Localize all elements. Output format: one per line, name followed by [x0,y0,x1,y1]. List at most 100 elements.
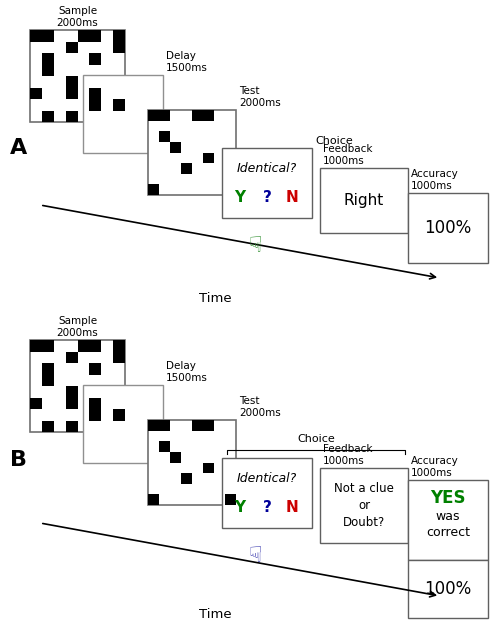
Bar [83,75,163,153]
Bar [408,560,488,618]
Bar [170,452,181,463]
Bar [203,152,214,163]
Bar [42,65,54,76]
Bar [225,494,236,505]
Text: Test
2000ms: Test 2000ms [239,87,281,108]
Bar [66,352,78,363]
Bar [42,110,54,122]
Bar [148,110,159,120]
Text: N: N [286,500,298,515]
Bar [159,420,170,431]
Text: Time: Time [199,292,231,305]
Text: 100%: 100% [424,219,472,237]
Text: YES: YES [430,489,466,507]
Text: N: N [286,191,298,206]
Bar [159,110,170,120]
Text: Not a clue
or
Doubt?: Not a clue or Doubt? [334,482,394,529]
Text: Sample
2000ms: Sample 2000ms [57,317,99,338]
Bar [42,53,54,65]
Bar [66,421,78,432]
Text: was
correct: was correct [426,510,470,539]
Text: Identical?: Identical? [237,472,297,485]
Text: Choice: Choice [315,136,353,146]
Bar [148,420,159,431]
Bar [89,30,101,41]
Bar [30,340,42,352]
Text: B: B [10,450,27,470]
Bar [148,420,236,505]
Bar [89,363,101,374]
Bar [192,110,203,120]
Bar [320,168,408,233]
Bar [66,110,78,122]
Bar [89,99,101,110]
Bar [222,148,312,218]
Text: Accuracy
1000ms: Accuracy 1000ms [411,456,459,478]
Bar [113,409,125,421]
Text: Identical?: Identical? [237,162,297,174]
Text: Sample
2000ms: Sample 2000ms [57,6,99,28]
Bar [203,110,214,120]
Bar [30,340,125,432]
Text: Choice: Choice [297,434,335,444]
Bar [203,463,214,473]
Bar [89,340,101,352]
Bar [30,398,42,409]
Bar [159,131,170,142]
Bar [89,409,101,421]
Text: Feedback
1000ms: Feedback 1000ms [323,445,373,466]
Bar [203,420,214,431]
Bar [42,340,54,352]
Bar [42,374,54,386]
Text: Delay
1500ms: Delay 1500ms [166,51,208,73]
Text: Y: Y [235,191,246,206]
Bar [30,30,125,122]
Bar [148,184,159,195]
Bar [113,41,125,53]
Bar [89,53,101,65]
Text: Time: Time [199,608,231,621]
Bar [66,386,78,398]
Text: 100%: 100% [424,580,472,598]
Bar [42,363,54,374]
Bar [181,473,192,484]
Bar [148,110,236,195]
Text: Test
2000ms: Test 2000ms [239,396,281,418]
Bar [113,99,125,110]
Bar [113,352,125,363]
Bar [89,88,101,99]
Text: Right: Right [344,193,384,208]
Bar [42,30,54,41]
Bar [78,30,89,41]
Bar [320,468,408,543]
Text: Delay
1500ms: Delay 1500ms [166,361,208,383]
Bar [113,30,125,41]
Text: Accuracy
1000ms: Accuracy 1000ms [411,169,459,191]
Bar [42,421,54,432]
Bar [66,76,78,88]
Bar [159,441,170,452]
Bar [408,193,488,263]
Text: A: A [10,138,27,158]
Text: ?: ? [262,191,271,206]
Bar [30,88,42,99]
Bar [408,480,488,560]
Bar [192,420,203,431]
Text: ?: ? [262,500,271,515]
Bar [66,88,78,99]
Text: ☟: ☟ [248,236,262,256]
Text: ☟: ☟ [248,546,262,566]
Bar [83,385,163,463]
Bar [181,163,192,174]
Text: Y: Y [235,500,246,515]
Bar [78,340,89,352]
Bar [89,398,101,409]
Bar [66,41,78,53]
Bar [66,398,78,409]
Bar [148,494,159,505]
Bar [222,458,312,528]
Bar [113,340,125,352]
Bar [30,30,42,41]
Bar [170,142,181,152]
Text: Feedback
1000ms: Feedback 1000ms [323,144,373,166]
